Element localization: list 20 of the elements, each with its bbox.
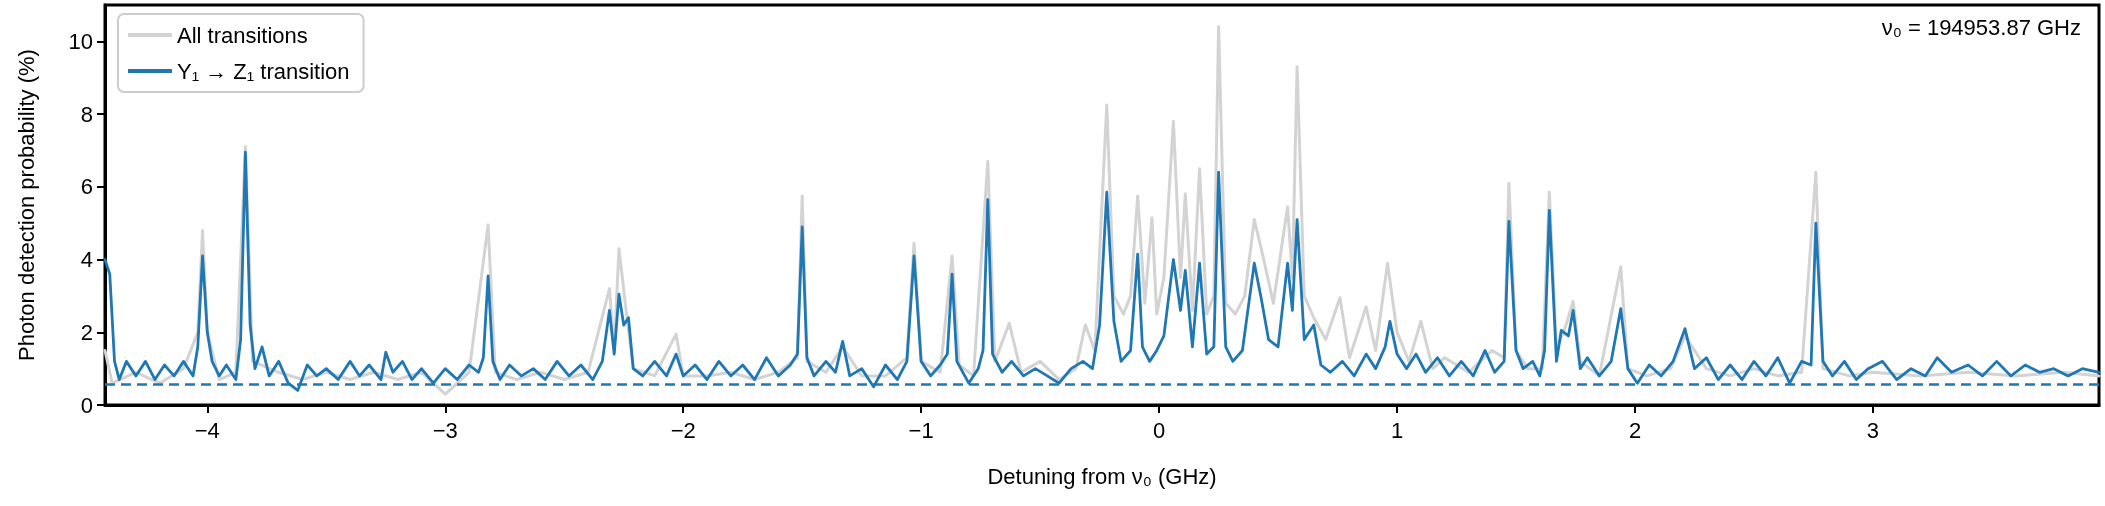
y-axis-title: Photon detection probability (%) bbox=[13, 49, 39, 361]
x-tick-label: 3 bbox=[1866, 417, 1880, 443]
x-axis-title: Detuning from ν₀ (GHz) bbox=[987, 463, 1217, 489]
x-tick-label: −2 bbox=[670, 417, 696, 443]
y-tick-label: 4 bbox=[80, 247, 93, 273]
x-tick-label: 1 bbox=[1390, 417, 1404, 443]
y-tick-label: 0 bbox=[80, 392, 93, 418]
line-series bbox=[103, 150, 2101, 392]
legend-label: Y₁ → Z₁ transition bbox=[177, 58, 350, 84]
y-tick-label: 6 bbox=[80, 174, 93, 200]
x-tick-label: −4 bbox=[194, 417, 220, 443]
legend-label: All transitions bbox=[177, 22, 308, 48]
x-tick-label: 0 bbox=[1152, 417, 1166, 443]
annotation: ν₀ = 194953.87 GHz bbox=[1881, 14, 2081, 40]
x-tick-label: −3 bbox=[432, 417, 458, 443]
y-tick-label: 2 bbox=[80, 319, 93, 345]
y-tick-label: 10 bbox=[68, 28, 93, 54]
y-tick-label: 8 bbox=[80, 101, 93, 127]
x-tick-label: −1 bbox=[908, 417, 934, 443]
x-tick-label: 2 bbox=[1628, 417, 1642, 443]
